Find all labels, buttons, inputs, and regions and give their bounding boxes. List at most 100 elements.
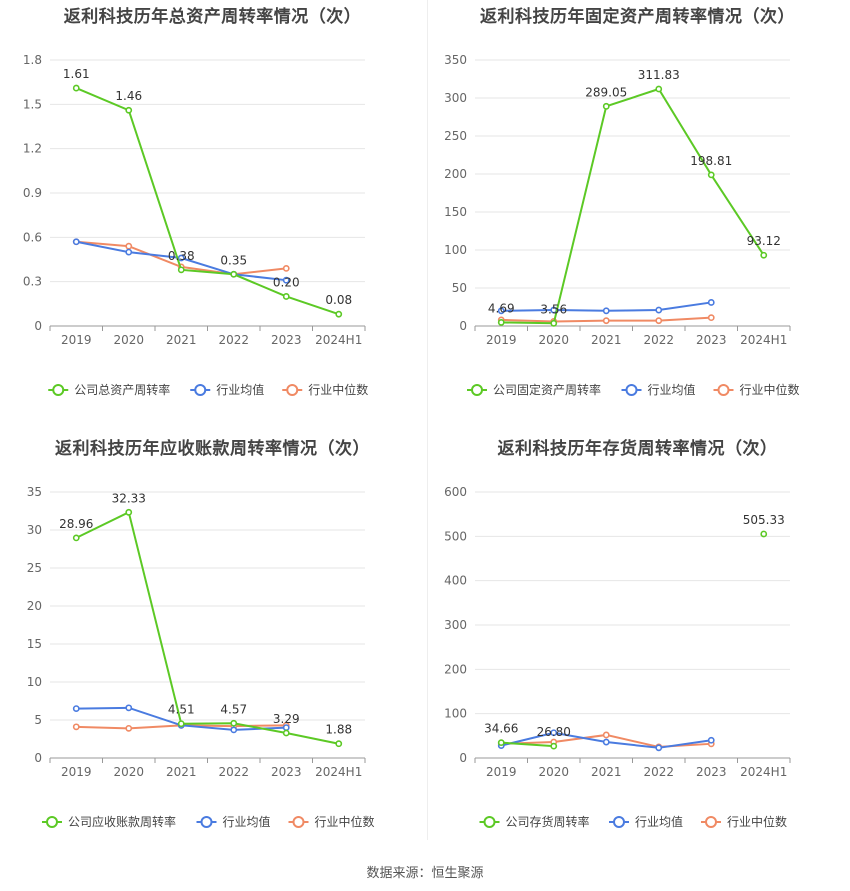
- y-tick-label: 300: [444, 91, 467, 105]
- data-point: [125, 508, 133, 516]
- legend-marker: [613, 816, 625, 828]
- chart-panel-receivable-turnover: 返利科技历年应收账款周转率情况（次） 0 5 10 15 20 25 30 35 2019 202…: [0, 432, 425, 862]
- data-label: 1.46: [115, 89, 142, 103]
- y-tick-label: 10: [27, 675, 42, 689]
- x-tick-label: 2019: [61, 765, 92, 779]
- chart-panel-total-asset-turnover: 返利科技历年总资产周转率情况（次） 0 0.3 0.6 0.9 1.2 1.5 1.8 201…: [0, 0, 425, 430]
- y-tick-label: 30: [27, 523, 42, 537]
- data-point: [707, 736, 715, 744]
- data-point: [550, 319, 558, 327]
- chart-title: 返利科技历年总资产周转率情况（次）: [63, 7, 362, 27]
- x-tick-label: 2020: [538, 765, 569, 779]
- legend-label: 行业均值: [648, 382, 696, 397]
- legend-label: 行业中位数: [727, 814, 787, 829]
- y-tick-label: 500: [444, 529, 467, 543]
- chart-title: 返利科技历年固定资产周转率情况（次）: [480, 7, 795, 27]
- data-point: [497, 319, 505, 326]
- data-point: [230, 726, 238, 734]
- data-point: [125, 242, 133, 250]
- y-tick-label: 0: [34, 751, 42, 765]
- x-tick-label: 2019: [61, 333, 92, 347]
- legend-marker: [705, 816, 717, 828]
- y-tick-label: 1.2: [23, 142, 42, 156]
- legend-label: 行业均值: [223, 814, 271, 829]
- legend-marker: [717, 384, 730, 396]
- data-point: [707, 299, 715, 306]
- data-point: [282, 276, 290, 284]
- x-tick-label: 2020: [113, 333, 144, 347]
- data-point: [760, 251, 768, 259]
- data-label: 4.51: [168, 703, 195, 717]
- legend-label: 行业均值: [635, 814, 683, 829]
- data-point: [177, 266, 185, 274]
- data-point: [707, 314, 715, 322]
- y-tick-label: 200: [444, 167, 467, 181]
- y-tick-label: 50: [452, 281, 467, 295]
- data-label: 311.83: [638, 68, 680, 82]
- y-tick-label: 5: [34, 713, 42, 727]
- data-label: 198.81: [690, 154, 732, 168]
- y-tick-label: 15: [27, 637, 42, 651]
- legend-label: 公司应收账款周转率: [68, 814, 176, 829]
- panel-divider: [427, 0, 428, 840]
- data-label: 26.80: [537, 725, 571, 739]
- x-tick-label: 2021: [591, 333, 622, 347]
- y-tick-label: 0: [459, 319, 467, 333]
- data-point: [230, 719, 238, 727]
- chart-svg: 0 5 10 15 20 25 30 35 2019 2020 2021 2022 2023 2024H1…: [27, 485, 375, 829]
- legend-label: 公司总资产周转率: [74, 382, 170, 397]
- y-tick-label: 200: [444, 662, 467, 676]
- legend-marker: [194, 384, 207, 396]
- data-point: [125, 106, 133, 114]
- data-point: [230, 270, 238, 278]
- x-tick-label: 2021: [166, 333, 197, 347]
- data-label: 3.29: [273, 712, 300, 726]
- y-tick-label: 250: [444, 129, 467, 143]
- data-point: [602, 738, 610, 746]
- chart-panel-inventory-turnover: 返利科技历年存货周转率情况（次） 0 100 200 300 400 500 600 2019…: [425, 432, 850, 862]
- data-label: 3.56: [540, 302, 567, 316]
- legend-marker: [483, 816, 496, 828]
- legend-marker: [292, 816, 305, 828]
- data-label: 0.35: [220, 253, 247, 267]
- data-point: [497, 307, 505, 315]
- data-point: [602, 731, 610, 739]
- x-tick-label: 2022: [218, 333, 249, 347]
- data-point: [655, 317, 663, 325]
- legend-marker: [200, 816, 213, 828]
- chart-svg: 0 100 200 300 400 500 600 2019 2020 2021 2022 2023 2…: [444, 485, 791, 829]
- legend-marker: [46, 816, 58, 828]
- x-tick-label: 2024H1: [740, 765, 787, 779]
- x-tick-label: 2024H1: [315, 333, 362, 347]
- x-tick-label: 2020: [113, 765, 144, 779]
- y-tick-label: 1.8: [23, 53, 42, 67]
- data-point: [282, 729, 290, 737]
- data-label: 0.38: [168, 249, 195, 263]
- data-point: [72, 84, 80, 92]
- legend-label: 公司固定资产周转率: [493, 382, 601, 397]
- chart-svg: 0 0.3 0.6 0.9 1.2 1.5 1.8 2019 2020 2021 2022 2023 2…: [23, 53, 368, 397]
- y-tick-label: 600: [444, 485, 467, 499]
- data-label: 34.66: [484, 722, 518, 736]
- data-point: [177, 254, 185, 262]
- data-source-note: 数据来源：恒生聚源: [366, 866, 484, 881]
- data-point: [282, 264, 290, 272]
- data-label: 1.61: [63, 67, 90, 81]
- data-point: [125, 704, 133, 712]
- y-tick-label: 35: [27, 485, 42, 499]
- y-tick-label: 150: [444, 205, 467, 219]
- y-tick-label: 1.5: [23, 97, 42, 111]
- chart-svg: 0 50 100 150 200 250 300 350 2019 2020 2021 2022 202…: [444, 53, 800, 397]
- data-point: [655, 85, 663, 93]
- y-tick-label: 0.6: [23, 230, 42, 244]
- legend-label: 行业中位数: [740, 382, 800, 397]
- legend-label: 行业均值: [216, 382, 264, 397]
- legend-marker: [625, 384, 638, 396]
- x-tick-label: 2022: [643, 765, 674, 779]
- data-point: [655, 306, 663, 314]
- data-point: [282, 293, 290, 300]
- series-line: [75, 87, 340, 316]
- data-point: [72, 534, 80, 542]
- data-point: [497, 739, 505, 747]
- x-tick-label: 2022: [643, 333, 674, 347]
